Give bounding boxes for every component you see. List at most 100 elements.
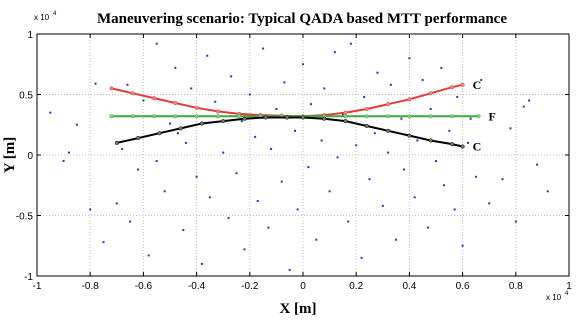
track-point	[364, 123, 369, 129]
x-tick-label: 0.4	[402, 281, 416, 292]
track-point	[449, 85, 455, 90]
track-point	[199, 121, 204, 126]
clutter-point	[363, 95, 366, 98]
track-point	[263, 115, 268, 120]
clutter-point	[174, 66, 177, 69]
track-point	[151, 114, 157, 119]
clutter-point	[195, 175, 198, 178]
clutter-point	[240, 120, 243, 123]
track-point	[109, 86, 114, 91]
clutter-point	[514, 220, 517, 223]
x-tick-label: -1	[33, 281, 42, 292]
track-point	[284, 115, 290, 120]
track-point	[343, 119, 348, 124]
clutter-point	[75, 123, 78, 126]
clutter-point	[453, 208, 456, 211]
track-point	[151, 96, 157, 101]
y-tick-label: -0.5	[16, 212, 34, 223]
x-exponent-base: x 10	[546, 293, 562, 302]
track-point	[460, 144, 465, 149]
track-point	[343, 114, 348, 119]
clutter-point	[546, 190, 549, 193]
x-tick-label: -0.6	[135, 281, 153, 292]
clutter-point	[360, 256, 363, 259]
clutter-point	[137, 168, 140, 171]
clutter-point	[309, 103, 312, 106]
clutter-point	[501, 178, 504, 181]
track-point	[343, 110, 348, 115]
clutter-point	[349, 42, 352, 45]
x-tick-label: 1	[566, 281, 572, 292]
clutter-point	[280, 180, 283, 183]
x-tick-label: 0.2	[349, 281, 363, 292]
clutter-point	[474, 175, 477, 178]
chart-title: Maneuvering scenario: Typical QADA based…	[97, 11, 507, 27]
clutter-point	[413, 196, 416, 199]
clutter-point	[214, 100, 217, 103]
track-point	[237, 114, 242, 119]
clutter-point	[421, 78, 424, 81]
clutter-point	[315, 238, 318, 241]
track-point	[130, 114, 135, 119]
clutter-point	[206, 54, 209, 57]
x-exponent-power: 4	[565, 291, 569, 297]
clutter-point	[522, 105, 525, 108]
clutter-point	[442, 184, 445, 187]
clutter-point	[121, 147, 124, 150]
clutter-point	[395, 238, 398, 241]
track-point	[173, 114, 178, 119]
track-point	[428, 114, 433, 119]
clutter-point	[347, 220, 350, 223]
clutter-point	[435, 160, 437, 163]
track-point	[428, 138, 433, 143]
x-tick-label: -0.2	[241, 281, 259, 292]
clutter-point	[488, 202, 491, 205]
clutter-point	[381, 204, 384, 207]
clutter-point	[169, 122, 171, 125]
clutter-point	[408, 57, 411, 60]
clutter-point	[248, 93, 251, 96]
track-point	[386, 128, 391, 133]
track-point	[157, 131, 162, 136]
clutter-point	[341, 114, 344, 117]
clutter-point	[469, 117, 472, 120]
clutter-point	[307, 166, 310, 169]
grid	[37, 34, 569, 276]
clutter-point	[227, 216, 230, 219]
clutter-point	[222, 151, 225, 154]
clutter-point	[427, 226, 430, 229]
track-point	[221, 119, 226, 124]
track-point	[476, 114, 481, 119]
clutter-point	[288, 268, 291, 271]
clutter-point	[448, 129, 451, 132]
clutter-point	[429, 108, 432, 111]
clutter-point	[336, 156, 339, 159]
x-tick-label: 0	[300, 281, 306, 292]
track-point	[136, 136, 141, 141]
track-point	[322, 116, 327, 121]
track-point	[460, 82, 465, 87]
clutter-point	[461, 244, 464, 247]
y-exponent-power: 4	[53, 11, 57, 17]
track-point	[386, 114, 391, 119]
clutter-point	[283, 81, 286, 84]
clutter-point	[403, 168, 406, 171]
clutter-point	[190, 87, 193, 90]
track-label-3: C	[473, 140, 482, 154]
clutter-point	[387, 151, 390, 154]
clutter-point	[208, 196, 211, 199]
y-tick-label: -1	[24, 272, 33, 283]
axis-ticks: -1 -0.8 -0.6 -0.4 -0.2 0 0.2 0.4 0.6 0.8 1 -1 -0.5 0 0…	[16, 30, 572, 292]
clutter-point	[466, 141, 469, 144]
clutter-point	[182, 229, 185, 232]
clutter-point	[373, 132, 376, 135]
clutter-point	[115, 202, 118, 205]
clutter-point	[480, 78, 483, 81]
clutter-point	[328, 190, 331, 193]
clutter-point	[400, 117, 403, 120]
clutter-point	[333, 51, 336, 54]
x-exponent-label: x 10 4	[546, 291, 569, 302]
track-point	[194, 105, 199, 110]
clutter-point	[147, 254, 150, 257]
